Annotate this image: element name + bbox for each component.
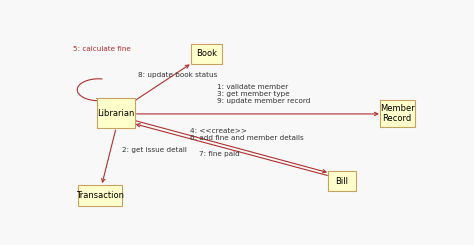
Text: Librarian: Librarian	[98, 109, 135, 118]
Text: Bill: Bill	[336, 177, 348, 186]
Text: Transaction: Transaction	[76, 191, 124, 200]
Text: 8: update book status: 8: update book status	[138, 72, 218, 78]
Text: 4: <<create>>
6: add fine and member details: 4: <<create>> 6: add fine and member det…	[190, 128, 303, 141]
Text: Member
Record: Member Record	[380, 104, 415, 123]
FancyBboxPatch shape	[380, 100, 415, 127]
FancyBboxPatch shape	[191, 44, 222, 64]
Text: 7: fine paid: 7: fine paid	[199, 151, 239, 157]
FancyBboxPatch shape	[78, 185, 122, 206]
FancyBboxPatch shape	[328, 171, 356, 191]
FancyBboxPatch shape	[97, 98, 136, 128]
Text: Book: Book	[196, 49, 217, 58]
Text: 1: validate member
3: get member type
9: update member record: 1: validate member 3: get member type 9:…	[217, 84, 310, 104]
Text: 5: calculate fine: 5: calculate fine	[73, 46, 131, 52]
Text: 2: get issue detail: 2: get issue detail	[122, 147, 187, 153]
